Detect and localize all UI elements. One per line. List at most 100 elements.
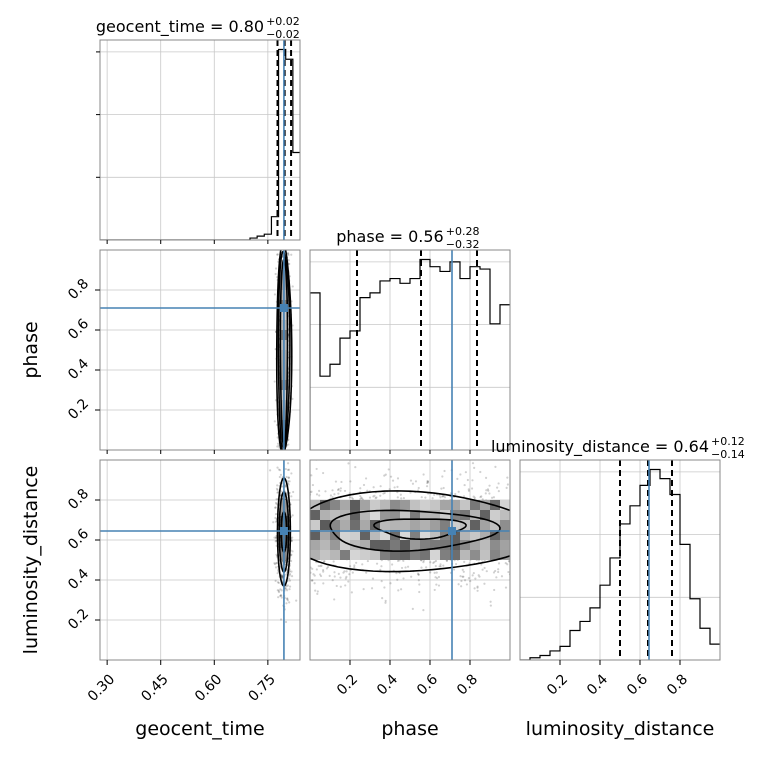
density-cell — [430, 510, 440, 520]
sample-point — [432, 561, 435, 565]
contour-2 — [276, 477, 292, 587]
sample-point — [274, 267, 278, 270]
sample-point — [355, 561, 358, 564]
sample-point — [274, 272, 277, 276]
density-cell — [360, 510, 370, 520]
sample-point — [331, 579, 334, 582]
sample-point — [286, 468, 290, 472]
sample-point — [435, 577, 439, 580]
sample-point — [399, 588, 403, 591]
sample-point — [402, 559, 405, 563]
sample-point — [438, 565, 441, 568]
sample-point — [383, 474, 386, 477]
sample-point — [411, 607, 414, 610]
x-tick-label-geocent_time: 0.45 — [138, 671, 171, 704]
density-cell — [500, 500, 510, 510]
sample-point — [438, 494, 441, 497]
sample-point — [362, 588, 365, 591]
sample-point — [331, 496, 334, 499]
sample-point — [288, 585, 292, 588]
density-cell — [310, 510, 320, 520]
sample-point — [417, 486, 420, 490]
sample-point — [319, 564, 322, 568]
sample-point — [359, 494, 362, 498]
sample-point — [456, 477, 459, 480]
sample-point — [351, 497, 354, 500]
density-cell — [320, 500, 330, 510]
sample-point — [435, 571, 438, 574]
density-cell — [480, 550, 490, 560]
y-tick-label-luminosity_distance: 0.4 — [65, 566, 92, 593]
sample-point — [350, 496, 353, 499]
density-cell — [340, 500, 350, 510]
sample-point — [288, 601, 291, 604]
sample-point — [273, 420, 276, 423]
sample-point — [374, 497, 377, 500]
x-axis-label-phase: phase — [381, 718, 438, 740]
sample-point — [466, 478, 469, 482]
sample-point — [286, 252, 290, 255]
density-cell — [370, 540, 380, 550]
density-cell — [440, 510, 450, 520]
sample-point — [497, 568, 500, 571]
sample-point — [396, 496, 399, 499]
sample-point — [441, 495, 445, 498]
sample-point — [473, 466, 476, 470]
sample-point — [333, 598, 336, 601]
sample-point — [506, 483, 509, 486]
sample-point — [426, 480, 429, 483]
y-tick-label-phase: 0.6 — [65, 316, 92, 343]
sample-point — [311, 579, 314, 582]
sample-point — [457, 490, 460, 493]
sample-point — [269, 469, 272, 472]
sample-point — [379, 568, 382, 571]
sample-point — [323, 560, 326, 563]
sample-point — [375, 496, 378, 499]
title-plus-luminosity_distance: +0.12 — [711, 435, 745, 448]
sample-point — [396, 559, 400, 563]
sample-point — [433, 588, 436, 592]
sample-point — [276, 491, 279, 494]
sample-point — [470, 487, 474, 490]
contour-0 — [373, 518, 467, 541]
density-cell — [410, 510, 420, 520]
sample-point — [329, 494, 333, 497]
density-cell — [410, 540, 420, 550]
sample-point — [277, 468, 281, 471]
sample-point — [473, 587, 476, 590]
sample-point — [495, 576, 498, 579]
sample-point — [285, 589, 289, 592]
sample-point — [287, 468, 291, 471]
sample-point — [391, 563, 394, 566]
density-cell — [370, 530, 380, 540]
density-cell — [390, 540, 400, 550]
sample-point — [497, 562, 501, 565]
contour-2 — [310, 490, 510, 573]
sample-point — [366, 489, 369, 492]
sample-point — [285, 587, 288, 590]
density-cell — [370, 500, 380, 510]
histogram-panel-phase — [310, 250, 510, 450]
density-cell — [460, 520, 470, 530]
sample-point — [437, 584, 441, 587]
sample-point — [284, 620, 288, 624]
sample-point — [344, 584, 347, 587]
sample-point — [429, 571, 432, 574]
sample-point — [504, 586, 508, 589]
sample-point — [507, 570, 510, 574]
sample-point — [484, 476, 488, 479]
density-cell — [500, 520, 510, 530]
density-cell — [350, 550, 360, 560]
sample-point — [435, 583, 438, 586]
sample-point — [361, 563, 364, 566]
sample-point — [274, 506, 277, 509]
sample-point — [354, 465, 357, 469]
sample-point — [317, 564, 320, 568]
density-cell — [380, 530, 390, 540]
sample-point — [494, 569, 497, 573]
sample-point — [476, 585, 479, 588]
density-cell — [380, 520, 390, 530]
density-cell — [400, 500, 410, 510]
density-cell — [330, 540, 340, 550]
sample-point — [497, 490, 500, 493]
